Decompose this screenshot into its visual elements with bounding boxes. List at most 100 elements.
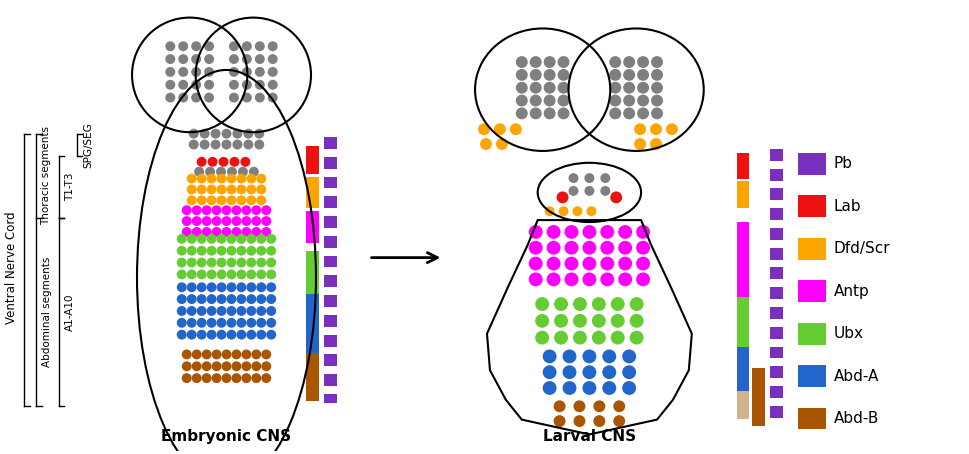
Circle shape: [176, 282, 187, 292]
Bar: [770, 267, 783, 279]
Circle shape: [202, 216, 211, 226]
Circle shape: [192, 350, 202, 360]
Bar: [324, 355, 337, 366]
Bar: [306, 353, 319, 401]
Circle shape: [236, 234, 246, 244]
Circle shape: [558, 206, 569, 216]
Circle shape: [197, 195, 206, 205]
Circle shape: [236, 257, 246, 267]
Circle shape: [267, 80, 278, 90]
Bar: [324, 276, 337, 287]
Circle shape: [557, 94, 570, 107]
Bar: [753, 368, 766, 425]
Circle shape: [246, 270, 257, 279]
Circle shape: [222, 205, 232, 215]
Circle shape: [241, 350, 251, 360]
Bar: [324, 177, 337, 188]
Bar: [324, 197, 337, 208]
Circle shape: [206, 318, 216, 328]
Circle shape: [573, 314, 587, 328]
Circle shape: [176, 257, 187, 267]
Circle shape: [516, 94, 528, 107]
Text: Thoracic segments: Thoracic segments: [42, 126, 51, 225]
Circle shape: [251, 361, 262, 371]
Circle shape: [257, 330, 266, 340]
Circle shape: [216, 234, 227, 244]
Circle shape: [251, 227, 262, 237]
Circle shape: [236, 246, 246, 256]
Circle shape: [227, 174, 236, 183]
Circle shape: [630, 297, 643, 311]
Circle shape: [216, 195, 227, 205]
Circle shape: [206, 234, 216, 244]
Circle shape: [544, 69, 555, 81]
Circle shape: [232, 373, 241, 383]
Circle shape: [219, 157, 229, 167]
Circle shape: [243, 139, 253, 149]
Circle shape: [246, 318, 257, 328]
Circle shape: [176, 270, 187, 279]
Bar: [770, 386, 783, 398]
Circle shape: [187, 174, 197, 183]
Circle shape: [236, 184, 246, 194]
Circle shape: [216, 294, 227, 304]
Circle shape: [206, 270, 216, 279]
Circle shape: [266, 318, 276, 328]
Circle shape: [166, 54, 175, 64]
Bar: [770, 169, 783, 181]
Ellipse shape: [538, 163, 641, 222]
Circle shape: [582, 241, 596, 255]
Circle shape: [530, 56, 542, 68]
Circle shape: [563, 350, 577, 363]
Circle shape: [241, 216, 251, 226]
Circle shape: [610, 192, 622, 203]
Circle shape: [222, 373, 232, 383]
Circle shape: [166, 41, 175, 51]
Circle shape: [211, 361, 222, 371]
Bar: [324, 335, 337, 346]
Circle shape: [557, 82, 570, 94]
Circle shape: [246, 246, 257, 256]
Circle shape: [200, 129, 209, 138]
Circle shape: [547, 241, 560, 255]
Circle shape: [478, 123, 490, 135]
Bar: [798, 323, 826, 345]
Circle shape: [255, 54, 265, 64]
Circle shape: [266, 257, 276, 267]
Circle shape: [543, 365, 556, 379]
Circle shape: [557, 56, 570, 68]
Circle shape: [622, 381, 636, 395]
Circle shape: [544, 94, 555, 107]
Circle shape: [623, 69, 635, 81]
Circle shape: [266, 246, 276, 256]
Circle shape: [601, 173, 610, 183]
Text: Lab: Lab: [834, 199, 861, 214]
Ellipse shape: [475, 29, 610, 151]
Circle shape: [246, 306, 257, 316]
Circle shape: [554, 297, 568, 311]
Text: Abdominal segments: Abdominal segments: [42, 257, 51, 367]
Circle shape: [233, 139, 242, 149]
Circle shape: [255, 93, 265, 103]
Ellipse shape: [137, 70, 316, 454]
Circle shape: [176, 294, 187, 304]
Circle shape: [197, 306, 206, 316]
Circle shape: [206, 174, 216, 183]
Circle shape: [197, 294, 206, 304]
Circle shape: [565, 272, 578, 286]
Bar: [770, 406, 783, 418]
Bar: [306, 177, 319, 208]
Circle shape: [623, 56, 635, 68]
Bar: [770, 208, 783, 220]
Circle shape: [187, 270, 197, 279]
Circle shape: [236, 330, 246, 340]
Circle shape: [236, 306, 246, 316]
Circle shape: [246, 257, 257, 267]
Circle shape: [610, 108, 621, 119]
Circle shape: [236, 174, 246, 183]
Circle shape: [191, 41, 202, 51]
Circle shape: [205, 167, 215, 177]
Circle shape: [240, 157, 250, 167]
Circle shape: [242, 80, 252, 90]
Circle shape: [565, 225, 578, 239]
